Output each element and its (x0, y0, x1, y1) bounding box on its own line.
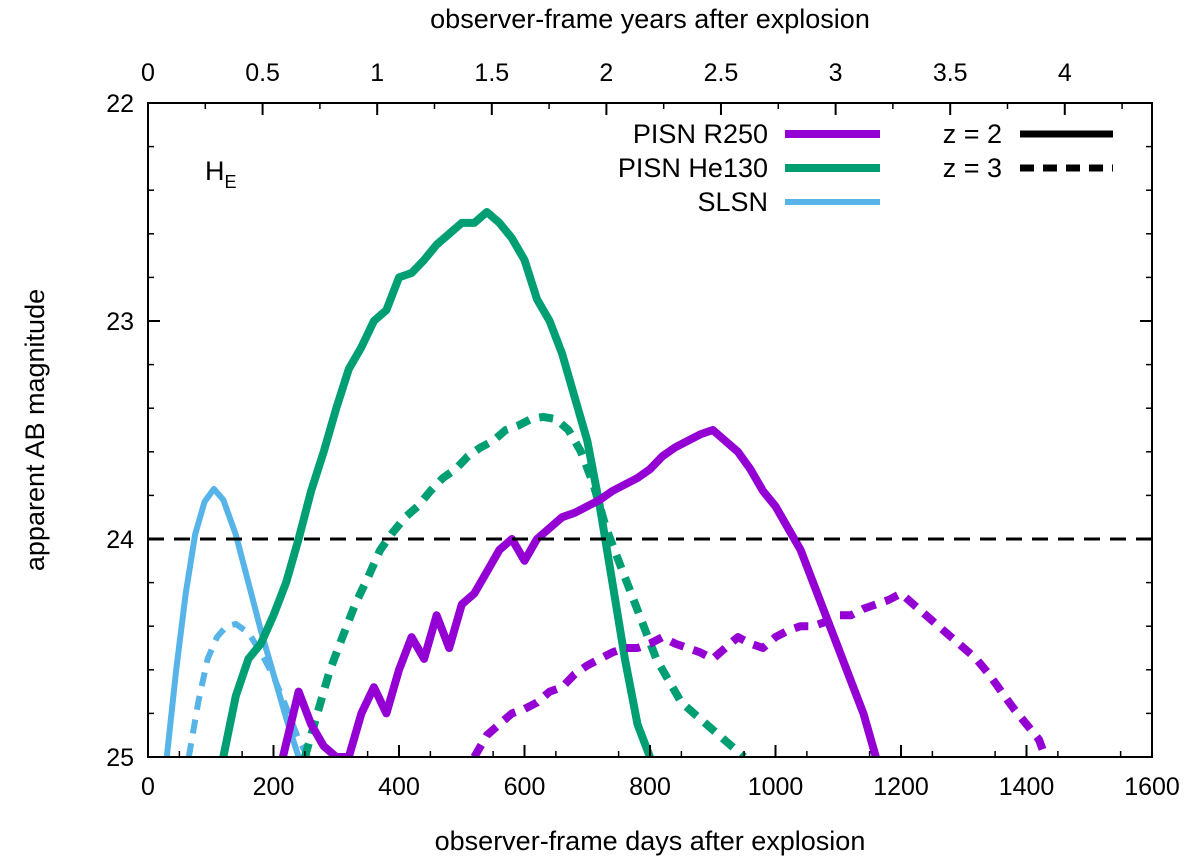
x2-axis-title: observer-frame years after explosion (430, 4, 870, 34)
x-tick-label: 1400 (999, 773, 1055, 801)
ticks-layer (147, 102, 1153, 758)
panel-label-main: H (205, 156, 225, 186)
x2-tick-label: 2.5 (704, 59, 739, 87)
x2-tick-label: 4 (1058, 59, 1072, 87)
legend-label: PISN R250 (633, 119, 768, 149)
series-line-pisn-he130-3 (301, 412, 747, 757)
series-line-slsn-3 (185, 621, 311, 757)
plot-frame (147, 102, 1153, 758)
panel-label-sub: E (225, 172, 237, 192)
y-tick-label: 23 (106, 308, 134, 336)
y-tick-label: 25 (106, 744, 134, 772)
series-line-pisn-he130-2 (219, 208, 654, 757)
x2-tick-label: 2 (599, 59, 613, 87)
legend: PISN R250 PISN He130 SLSN z = 2 z = 3 (618, 119, 1113, 217)
y-tick-label: 22 (106, 90, 134, 118)
series-line-pisn-r250-2 (279, 426, 880, 757)
x-tick-label: 800 (629, 773, 671, 801)
x2-tick-label: 0 (141, 59, 155, 87)
series-line-slsn-2 (163, 485, 302, 757)
x-tick-label: 600 (504, 773, 546, 801)
x-tick-label: 0 (141, 773, 155, 801)
legend-label: z = 3 (943, 153, 1002, 183)
series-line-pisn-r250-3 (470, 589, 1050, 757)
svg-text:HE: HE (205, 156, 237, 192)
legend-label: PISN He130 (618, 153, 768, 183)
y-axis-title: apparent AB magnitude (20, 289, 50, 571)
x-tick-label: 1600 (1124, 773, 1180, 801)
legend-label: SLSN (697, 187, 768, 217)
x2-tick-label: 0.5 (245, 59, 280, 87)
x-tick-label: 400 (378, 773, 420, 801)
x2-tick-label: 1.5 (474, 59, 509, 87)
y-tick-label: 24 (106, 526, 134, 554)
x-tick-label: 200 (253, 773, 295, 801)
x2-tick-label: 3 (829, 59, 843, 87)
x2-tick-label: 3.5 (933, 59, 968, 87)
panel-label: HE (205, 156, 237, 192)
x-tick-label: 1000 (748, 773, 804, 801)
x2-tick-label: 1 (370, 59, 384, 87)
x-axis-title: observer-frame days after explosion (435, 826, 866, 856)
legend-label: z = 2 (943, 119, 1002, 149)
x-tick-label: 1200 (873, 773, 929, 801)
series-layer (163, 208, 1050, 757)
